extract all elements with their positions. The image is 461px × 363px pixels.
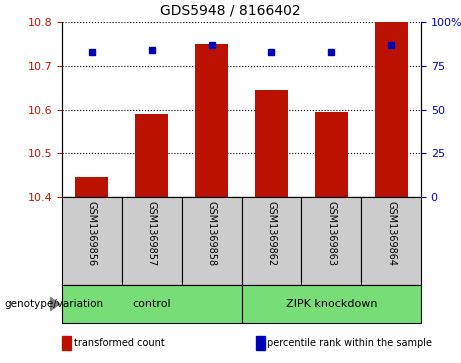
Text: genotype/variation: genotype/variation <box>5 299 104 309</box>
Bar <box>122 197 182 285</box>
Text: control: control <box>132 299 171 309</box>
Bar <box>182 197 242 285</box>
Bar <box>301 197 361 285</box>
Text: GSM1369857: GSM1369857 <box>147 201 157 267</box>
Text: GSM1369864: GSM1369864 <box>386 201 396 266</box>
Bar <box>255 90 288 197</box>
Text: percentile rank within the sample: percentile rank within the sample <box>267 338 432 348</box>
Text: GDS5948 / 8166402: GDS5948 / 8166402 <box>160 4 301 18</box>
Text: GSM1369858: GSM1369858 <box>207 201 217 266</box>
Bar <box>242 285 421 323</box>
Bar <box>375 22 408 197</box>
Bar <box>62 285 242 323</box>
Bar <box>315 112 348 197</box>
Bar <box>361 197 421 285</box>
Text: transformed count: transformed count <box>73 338 164 348</box>
Bar <box>135 114 168 197</box>
Text: GSM1369863: GSM1369863 <box>326 201 336 266</box>
Text: GSM1369856: GSM1369856 <box>87 201 97 266</box>
Text: ZIPK knockdown: ZIPK knockdown <box>285 299 377 309</box>
Bar <box>76 177 108 197</box>
Bar <box>62 197 122 285</box>
Text: GSM1369862: GSM1369862 <box>266 201 277 266</box>
Bar <box>242 197 301 285</box>
Bar <box>195 44 228 197</box>
